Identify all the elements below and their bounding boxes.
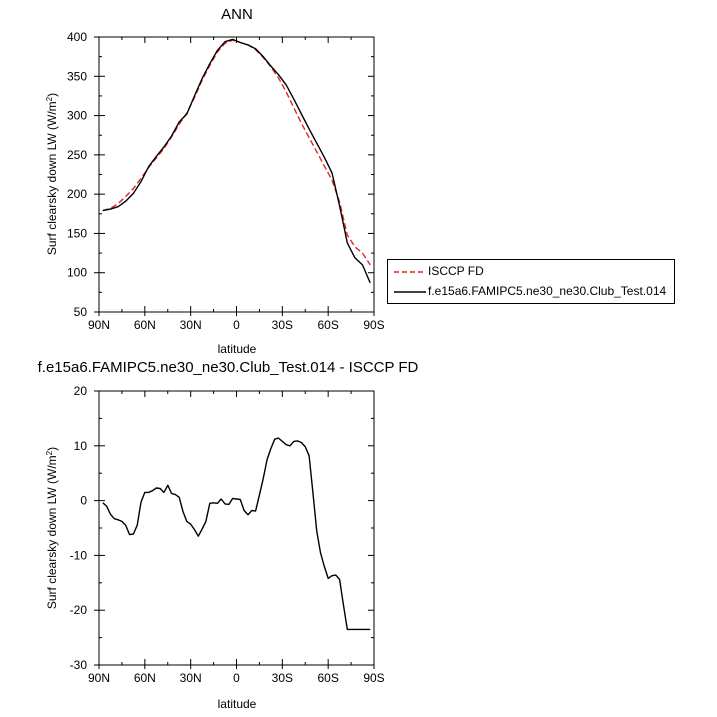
y-tick-label: -30 <box>70 658 88 672</box>
y-tick-label: 400 <box>67 30 87 44</box>
x-tick-label: 30S <box>272 318 293 332</box>
top-chart-xlabel: latitude <box>218 342 257 356</box>
x-tick-label: 60N <box>134 671 156 685</box>
top-chart-ticks <box>94 36 375 316</box>
y-tick-label: 10 <box>74 439 88 453</box>
x-tick-label: 60S <box>317 671 338 685</box>
y-tick-label: 100 <box>67 266 87 280</box>
top-series-line-1 <box>102 38 371 284</box>
bottom-chart-ylabel: Surf clearsky down LW (W/m2) <box>45 447 60 609</box>
bottom-chart: f.e15a6.FAMIPC5.ne30_ne30.Club_Test.014 … <box>38 359 419 711</box>
top-chart: ANN latitude Surf clearsky down LW (W/m2… <box>45 6 385 356</box>
bottom-chart-ticks <box>94 390 375 669</box>
legend-label: ISCCP FD <box>428 264 484 278</box>
y-tick-label: 150 <box>67 226 87 240</box>
top-series-line-0 <box>102 39 371 266</box>
legend-item: ISCCP FD <box>394 263 670 281</box>
x-tick-label: 0 <box>233 318 240 332</box>
top-chart-frame <box>98 36 375 313</box>
x-tick-label: 90N <box>88 671 110 685</box>
bottom-series-line-0 <box>102 437 371 631</box>
x-tick-label: 90S <box>363 318 384 332</box>
y-tick-label: 250 <box>67 148 87 162</box>
top-chart-ticklabels: 90N 60N 30N 0 30S 60S 90S 50 100 150 200 250 300 350 4… <box>67 30 385 332</box>
legend-swatch-model <box>394 291 426 293</box>
y-tick-label: -20 <box>70 603 88 617</box>
bottom-chart-ticklabels: 90N 60N 30N 0 30S 60S 90S -30 -20 -10 0 10 20 <box>70 384 385 685</box>
x-tick-label: 30N <box>180 318 202 332</box>
y-tick-label: 200 <box>67 187 87 201</box>
x-tick-label: 60S <box>317 318 338 332</box>
x-tick-label: 30S <box>272 671 293 685</box>
bottom-chart-series <box>102 437 371 631</box>
bottom-chart-frame <box>98 390 375 666</box>
y-tick-label: 0 <box>80 494 87 508</box>
bottom-chart-title: f.e15a6.FAMIPC5.ne30_ne30.Club_Test.014 … <box>38 359 419 376</box>
y-tick-label: 350 <box>67 69 87 83</box>
top-chart-series <box>102 38 371 284</box>
bottom-chart-xlabel: latitude <box>218 697 257 711</box>
x-tick-label: 30N <box>180 671 202 685</box>
x-tick-label: 90N <box>88 318 110 332</box>
legend-item: f.e15a6.FAMIPC5.ne30_ne30.Club_Test.014 <box>394 283 670 301</box>
y-tick-label: -10 <box>70 548 88 562</box>
top-chart-legend: ISCCP FD f.e15a6.FAMIPC5.ne30_ne30.Club_… <box>387 259 675 304</box>
y-tick-label: 50 <box>74 305 88 319</box>
x-tick-label: 60N <box>134 318 156 332</box>
top-chart-ylabel: Surf clearsky down LW (W/m2) <box>45 93 60 255</box>
legend-swatch-isccp <box>394 271 426 273</box>
x-tick-label: 0 <box>233 671 240 685</box>
top-chart-title: ANN <box>221 6 253 23</box>
y-tick-label: 300 <box>67 109 87 123</box>
y-tick-label: 20 <box>74 384 88 398</box>
x-tick-label: 90S <box>363 671 384 685</box>
legend-label: f.e15a6.FAMIPC5.ne30_ne30.Club_Test.014 <box>428 284 667 298</box>
